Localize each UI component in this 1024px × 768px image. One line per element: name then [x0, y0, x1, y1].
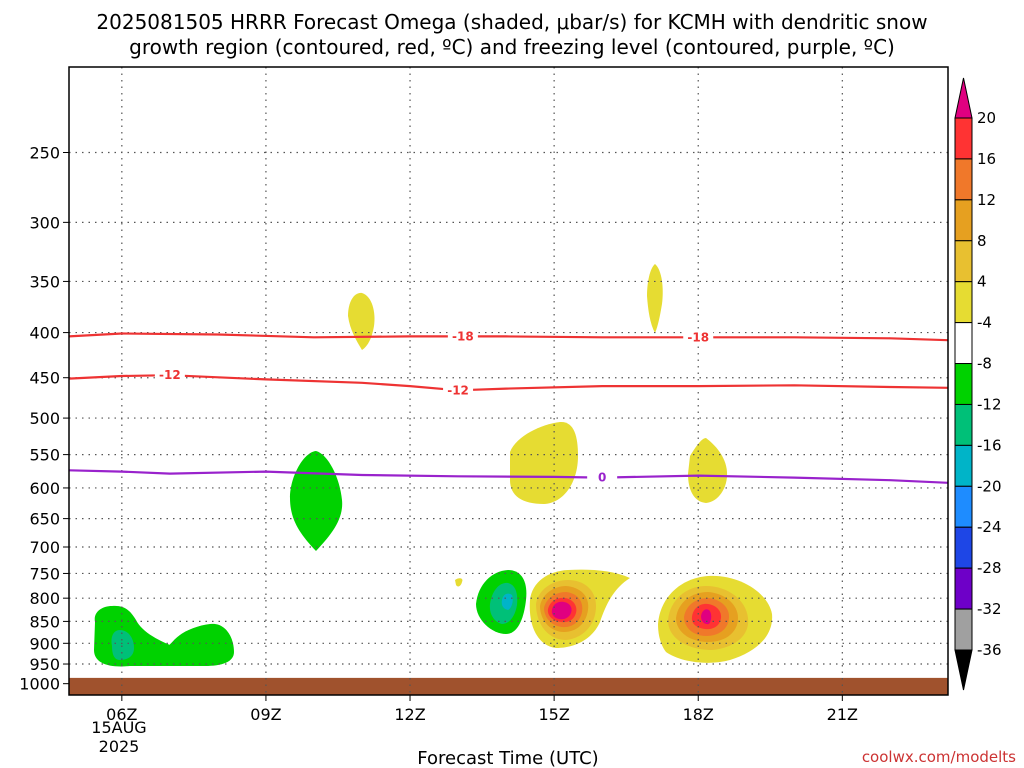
y-tick-label: 300	[29, 213, 60, 232]
y-tick-label: 1000	[19, 675, 60, 694]
colorbar-swatch	[954, 444, 973, 487]
omega-shading-layer	[94, 264, 773, 667]
y-tick-label: 350	[29, 272, 60, 291]
contour-label: -18	[452, 329, 474, 343]
y-tick-label: 550	[29, 446, 60, 465]
y-tick-label: 900	[29, 634, 60, 653]
colorbar-label: -16	[977, 436, 1002, 454]
colorbar-label: -8	[977, 355, 992, 373]
colorbar-label: -12	[977, 395, 1002, 413]
grid-lines	[69, 67, 948, 695]
y-tick-label: 850	[29, 612, 60, 631]
colorbar-swatch	[954, 485, 973, 528]
contour--18	[69, 332, 948, 342]
y-tick-label: 800	[29, 589, 60, 608]
y-tick-label: 450	[29, 369, 60, 388]
rising-08z-low	[165, 627, 232, 666]
colorbar-label: 4	[977, 273, 987, 291]
colorbar-swatch	[954, 526, 973, 569]
colorbar-label: -32	[977, 600, 1002, 618]
colorbar-swatch	[954, 240, 973, 283]
y-tick-label: 750	[29, 564, 60, 583]
contour-0	[69, 469, 948, 484]
x-axis-label: Forecast Time (UTC)	[417, 748, 598, 768]
ground-surface-band	[69, 677, 948, 695]
x-tick-label: 06Z	[106, 705, 137, 724]
colorbar-top-arrow	[954, 77, 973, 119]
colorbar-label: -20	[977, 477, 1002, 495]
watermark: coolwx.com/modelts	[862, 748, 1016, 766]
colorbar-swatch	[954, 117, 973, 160]
x-tick-label: 21Z	[827, 705, 858, 724]
contour-label-bg	[683, 329, 714, 345]
colorbar-label: -24	[977, 518, 1002, 536]
colorbar-label: 20	[977, 109, 996, 127]
colorbar-swatch	[954, 403, 973, 446]
colorbar-swatch	[954, 158, 973, 201]
colorbar-label: 12	[977, 191, 996, 209]
colorbar-swatch	[954, 199, 973, 242]
colorbar-swatch	[954, 322, 973, 365]
y-tick-label: 250	[29, 143, 60, 162]
contour-label-bg	[447, 328, 478, 344]
colorbar-label: -36	[977, 641, 1002, 659]
sinking-18z-max	[701, 609, 712, 625]
rising-10z-mid	[290, 451, 343, 551]
contour-label-bg	[154, 367, 185, 383]
x-tick-label: 18Z	[683, 705, 714, 724]
contour-label: -12	[159, 368, 181, 382]
colorbar-swatch	[954, 363, 973, 405]
plot-frame	[68, 66, 949, 696]
x-tick-label: 09Z	[250, 705, 281, 724]
contour-label-bg	[443, 382, 474, 398]
y-tick-label: 500	[29, 409, 60, 428]
x-axis-ticks: 06Z 09Z 12Z 15Z 18Z 21Z	[106, 695, 858, 724]
x-tick-label: 12Z	[394, 705, 425, 724]
y-tick-label: 600	[29, 479, 60, 498]
contour-label: -18	[687, 330, 709, 344]
sinking-15z-max	[551, 601, 572, 620]
rising-06z-core	[111, 630, 134, 660]
colorbar-label: -28	[977, 559, 1002, 577]
colorbar-swatch	[954, 567, 973, 610]
contour-label: -12	[447, 383, 469, 397]
colorbar-label: 16	[977, 150, 996, 168]
date-label-year: 2025	[99, 737, 140, 756]
date-label-day: 15AUG	[91, 718, 146, 737]
y-axis-ticks: 250 300 350 400 450 500 550 600 650 700 750 800 850 9…	[19, 143, 69, 694]
colorbar-bottom-arrow	[954, 649, 973, 691]
chart-title-line2: growth region (contoured, red, ºC) and f…	[129, 35, 895, 59]
colorbar-swatch	[954, 608, 973, 651]
sinking-18z-mid	[688, 438, 728, 503]
y-tick-label: 400	[29, 324, 60, 343]
colorbar-label: -4	[977, 314, 992, 332]
sinking-15z-mid	[510, 421, 578, 504]
sinking-17z-upper	[647, 264, 663, 333]
contour-label: 0	[598, 471, 606, 485]
sinking-13z-small	[455, 578, 463, 587]
contour-label-bg	[587, 469, 618, 485]
x-tick-label: 15Z	[538, 705, 569, 724]
chart-title-line1: 2025081505 HRRR Forecast Omega (shaded, …	[96, 10, 927, 34]
colorbar: 20 16 12 8 4 -4 -8 -12 -16 -20 -24 -28 -32 -36	[954, 77, 1002, 691]
y-tick-label: 650	[29, 510, 60, 529]
colorbar-label: 8	[977, 232, 987, 250]
contour-labels: -18 -18 -12 -12 0	[154, 328, 714, 485]
y-tick-label: 950	[29, 655, 60, 674]
colorbar-swatch	[954, 281, 973, 324]
y-tick-label: 700	[29, 538, 60, 557]
